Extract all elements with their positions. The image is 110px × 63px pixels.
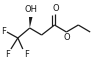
Text: O: O [52, 4, 59, 13]
Text: O: O [63, 33, 70, 42]
Text: F: F [5, 50, 10, 59]
Text: F: F [1, 28, 6, 36]
Text: OH: OH [24, 5, 37, 14]
Text: F: F [24, 50, 29, 59]
Polygon shape [29, 17, 33, 28]
